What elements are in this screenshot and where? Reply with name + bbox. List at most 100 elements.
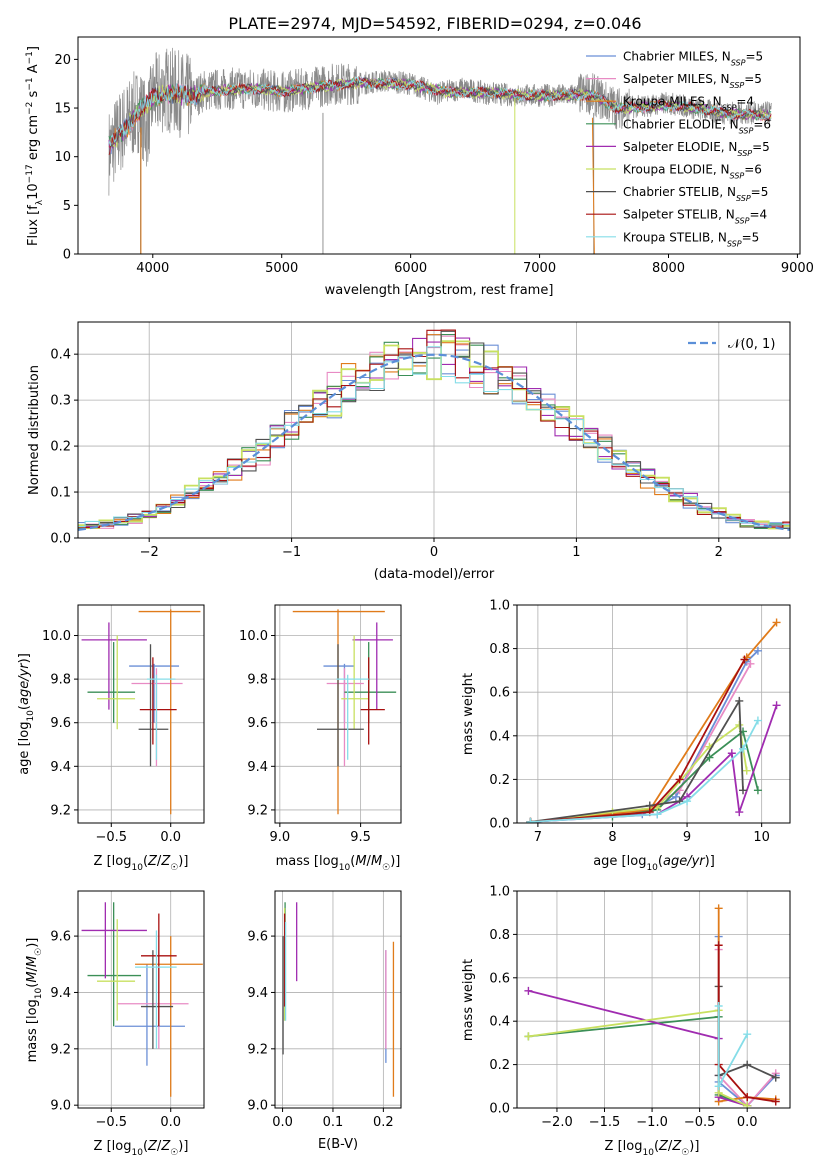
y-tick-label: 0.8 [489,642,510,657]
plot-area-mass_vs_EBV [282,902,395,1097]
y-tick-label: 0 [63,248,71,263]
mass-weight-marker [727,749,736,758]
plot-area-massweight_vs_age [526,618,781,823]
x-tick-label: 0.0 [272,1115,293,1130]
x-axis-label: Z [log10(Z/Z☉)] [94,1139,189,1158]
mass-weight-marker [714,904,723,913]
model-line-salpeter-stelib [108,76,772,156]
x-tick-label: 4000 [136,261,169,276]
mass-weight-marker [524,986,533,995]
mass-weight-line [530,621,778,823]
legend-text: Kroupa ELODIE, N [623,163,730,177]
axes-frame [77,890,205,1109]
plot-area-mass_vs_Z [81,902,203,1097]
mass-weight-marker [743,1030,752,1039]
label-part: )] [25,938,40,948]
legend-text: Chabrier STELIB, N [623,185,736,199]
x-tick-label: −0.5 [684,1115,716,1130]
label-part: age/yr [17,662,32,705]
label-part: Z [log [94,1139,132,1154]
x-tick-label: −0.5 [95,830,127,845]
label-part: ( [17,705,32,710]
label-part: 10 [131,863,143,873]
x-tick-label: 0.1 [323,1115,344,1130]
legend-label: Chabrier STELIB, NSSP=5 [623,185,768,203]
panel-spectrum: 4000 5000 6000 7000 8000 9000 0 5 10 15 20 waveleng… [25,36,814,298]
mass-weight-line [530,663,752,823]
y-tick-label: 9.6 [50,716,71,731]
axes-frame [516,890,791,1109]
legend-sub: SSP [739,126,754,135]
mass-weight-marker [735,696,744,705]
mass-weight-marker [743,1093,752,1102]
legend-sub: SSP [735,216,750,225]
mass-weight-marker [653,810,662,819]
label-part: / [25,966,40,971]
label-part: Z [671,1139,682,1154]
label-part: Flux [f [26,205,41,246]
label-part: )] [689,1139,699,1154]
legend-text: Chabrier ELODIE, N [623,117,739,131]
label-part: ( [658,854,663,869]
label-part: ☉ [170,1148,178,1158]
y-tick-label: 9.6 [247,716,268,731]
legend-sub: SSP [737,148,752,157]
axes-frame [77,604,205,824]
panel-mass_vs_EBV: 0.0 0.1 0.2 9.0 9.2 9.4 9.6 E(B-V) [247,890,402,1152]
label-part: 10 [646,863,658,873]
label-part: −2 [25,102,35,115]
mass-weight-marker [743,1060,752,1069]
y-tick-label: 9.8 [247,673,268,688]
mass-weight-line [528,989,748,1107]
y-tick-label: 5 [63,199,71,214]
y-tick-label: 0.4 [489,729,510,744]
y-tick-label: 9.8 [50,673,71,688]
x-tick-label: 2 [715,545,723,560]
label-part: 10 [339,863,351,873]
y-tick-label: 10.0 [239,629,268,644]
y-tick-label: 0.6 [489,971,510,986]
x-tick-label: −2 [140,545,159,560]
mass-weight-marker [753,786,762,795]
label-part: ( [654,1139,659,1154]
label-part: −1 [25,77,35,90]
label-part: 10 [34,987,44,999]
legend-sub: SSP [730,171,745,180]
figure-title: PLATE=2974, MJD=54592, FIBERID=0294, z=0… [228,14,641,33]
histogram-kroupa-stelib [78,346,790,528]
normal-pdf-line [78,353,790,531]
mass-weight-marker [671,792,680,801]
label-part: ( [143,854,148,869]
legend-sub: SSP [730,81,745,90]
x-tick-label: 9 [683,830,691,845]
y-tick-label: 0.6 [489,686,510,701]
y-tick-label: 9.2 [247,803,268,818]
x-tick-label: −0.5 [95,1115,127,1130]
plot-area-spectrum [108,47,772,254]
legend-tail: =4 [736,95,754,109]
x-axis-label: Z [log10(Z/Z☉)] [605,1139,700,1158]
y-tick-label: 9.4 [247,760,268,775]
plot-area-age_vs_Z [81,609,201,815]
label-part: M [371,854,382,869]
y-tick-label: 9.0 [247,1099,268,1114]
mass-weight-line [528,1015,748,1107]
legend-label: Salpeter STELIB, NSSP=4 [623,208,767,226]
y-axis-label: Normed distribution [27,365,42,495]
plot-area-massweight_vs_Z [524,904,780,1108]
mass-weight-marker [771,1073,780,1082]
axes-frame [274,604,402,824]
plot-area-age_vs_mass [292,609,397,815]
x-axis-label: age [log10(age/yr)] [593,854,715,873]
label-part: / [157,854,162,869]
label-part: ( [25,983,40,988]
legend-text: Kroupa MILES, N [623,95,722,109]
legend-tail: =4 [749,208,767,222]
axes-frame [516,604,791,824]
model-spike [591,117,595,254]
y-tick-label: 9.4 [50,986,71,1001]
legend-tail: =5 [745,50,763,64]
label-part: )] [178,1139,188,1154]
legend-label: Chabrier ELODIE, NSSP=6 [623,117,771,135]
label-part: mass [log [25,999,40,1062]
